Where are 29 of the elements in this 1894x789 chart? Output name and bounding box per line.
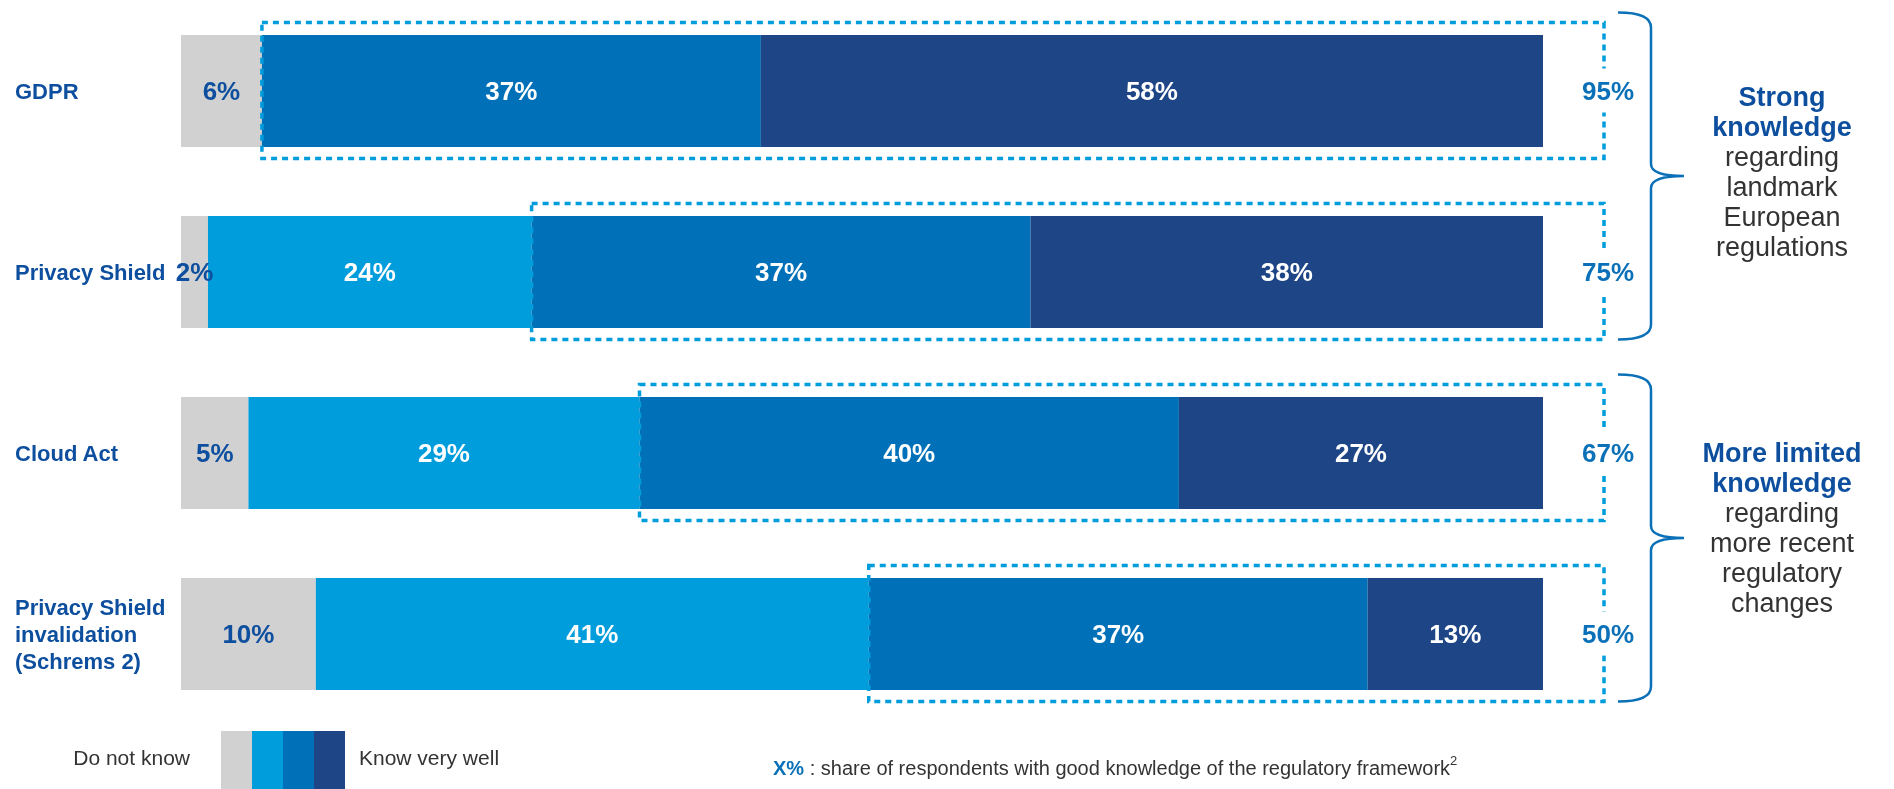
data-label: 41% bbox=[566, 619, 619, 649]
text: regarding landmark European regulations bbox=[1714, 142, 1850, 262]
data-label: 13% bbox=[1429, 619, 1482, 649]
data-label: 6% bbox=[202, 76, 241, 106]
data-label: 29% bbox=[417, 438, 470, 468]
data-label: 38% bbox=[1260, 257, 1313, 287]
data-label: 24% bbox=[343, 257, 396, 287]
data-label: 58% bbox=[1125, 76, 1178, 106]
text: Strong knowledge bbox=[1711, 82, 1853, 142]
data-label: 5% bbox=[195, 438, 234, 468]
y-tick-label: Privacy Shield bbox=[15, 259, 166, 284]
text: 95% bbox=[1581, 75, 1635, 106]
y-tick-label: Cloud Act bbox=[15, 440, 119, 465]
data-label: 37% bbox=[1092, 619, 1145, 649]
data-label: 37% bbox=[485, 76, 538, 106]
text: 67% bbox=[1581, 437, 1635, 468]
text: More limited knowledge bbox=[1701, 438, 1863, 498]
data-label: 10% bbox=[222, 619, 275, 649]
text: Know very well bbox=[359, 745, 500, 769]
text: regarding more recent regulatory changes bbox=[1708, 498, 1856, 618]
data-label: 37% bbox=[755, 257, 808, 287]
data-label: 27% bbox=[1334, 438, 1387, 468]
data-label: 40% bbox=[883, 438, 936, 468]
text: 75% bbox=[1581, 256, 1635, 287]
text: X% : share of respondents with good knowledge of the regulatory framework$^{2}$ bbox=[773, 753, 1458, 779]
y-tick-label: Privacy Shield invalidation (Schrems 2) bbox=[15, 594, 166, 673]
text: Do not know bbox=[73, 745, 191, 769]
text: 50% bbox=[1581, 618, 1635, 649]
y-tick-label: GDPR bbox=[15, 78, 79, 103]
